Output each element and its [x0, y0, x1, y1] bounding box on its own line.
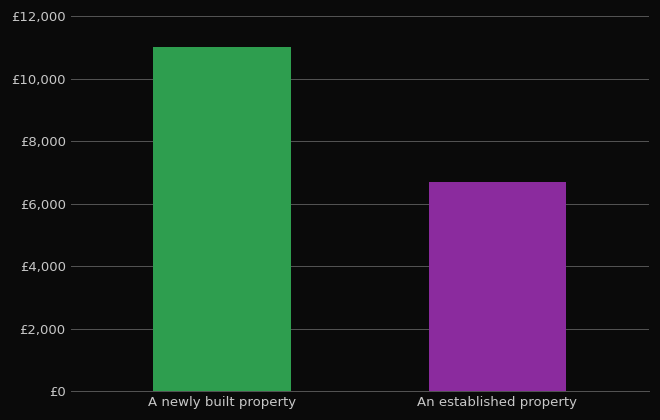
- Bar: [428, 182, 566, 391]
- Bar: [153, 47, 291, 391]
